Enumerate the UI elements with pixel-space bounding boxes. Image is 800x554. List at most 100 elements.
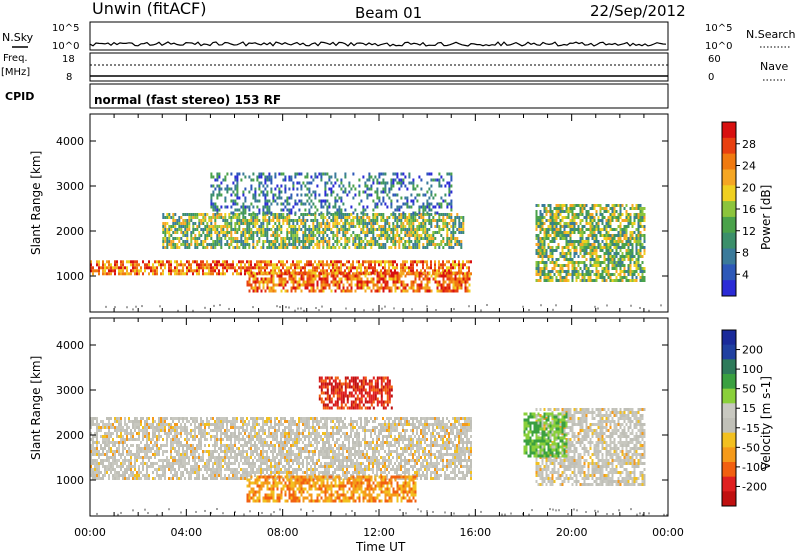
echo-cell [585,228,588,231]
echo-cell [162,240,165,243]
echo-cell [96,447,98,450]
echo-cell [312,190,315,194]
echo-cell [539,276,542,279]
echo-cell [308,202,311,206]
echo-cell [194,228,197,231]
echo-cell [150,462,152,465]
echo-cell [396,274,399,278]
echo-cell [210,222,213,225]
echo-cell [380,231,383,234]
echo-cell [641,267,644,270]
echo-cell [112,450,114,453]
echo-cell [404,184,407,188]
echo-cell [166,243,169,246]
echo-cell [328,286,331,290]
echo-cell [352,243,355,246]
echo-cell [210,199,213,203]
echo-cell [541,261,544,264]
echo-cell [432,196,435,200]
echo-cell [278,269,280,273]
echo-cell [603,216,606,219]
echo-cell [152,462,154,465]
colorbar-tick-label: 4 [742,268,749,281]
echo-cell [140,269,142,273]
echo-cell [296,246,299,249]
echo-cell [184,444,186,447]
echo-cell [154,260,156,264]
echo-cell [442,289,445,293]
echo-cell [100,471,102,474]
echo-cell [559,228,562,231]
echo-cell [310,260,312,264]
echo-cell [288,274,291,278]
echo-cell [272,277,275,281]
echo-cell [102,423,104,426]
echo-cell [549,246,552,249]
echo-cell [342,246,345,249]
echo-cell [551,225,554,228]
echo-cell [603,261,606,264]
echo-cell [336,178,339,182]
echo-cell [298,228,301,231]
echo-cell [280,208,283,212]
echo-cell [316,237,319,240]
echo-cell [352,222,355,225]
echo-cell [382,196,385,200]
echo-cell [154,462,156,465]
echo-cell [286,231,289,234]
echo-cell [573,228,576,231]
echo-cell [400,280,403,284]
echo-cell [601,261,604,264]
echo-cell [567,246,570,249]
echo-cell [370,266,372,270]
echo-cell [186,426,188,429]
echo-cell [258,199,261,203]
echo-cell [338,246,341,249]
echo-cell [248,222,251,225]
echo-cell [537,243,540,246]
echo-cell [244,187,247,191]
echo-cell [102,260,104,264]
echo-cell [118,426,120,429]
echo-cell [200,228,203,231]
echo-cell [370,237,373,240]
echo-cell [376,269,378,273]
echo-cell [162,471,164,474]
echo-cell [428,243,431,246]
echo-cell [242,202,245,206]
echo-cell [438,289,441,293]
echo-cell [108,429,110,432]
echo-cell [358,234,361,237]
echo-cell [158,420,160,423]
echo-cell [627,273,630,276]
echo-cell [132,438,134,441]
echo-cell [236,184,239,188]
echo-cell [286,271,289,275]
echo-cell [354,216,357,219]
echo-cell [571,246,574,249]
echo-cell [186,222,189,225]
echo-cell [170,447,172,450]
echo-cell [366,243,369,246]
echo-cell [374,260,376,264]
echo-cell [342,184,345,188]
echo-cell [336,280,339,284]
echo-cell [394,193,397,197]
echo-cell [376,260,378,264]
echo-cell [567,279,570,282]
echo-cell [372,225,375,228]
echo-cell [164,465,166,468]
echo-cell [98,429,100,432]
echo-cell [424,286,427,290]
echo-cell [96,260,98,264]
echo-cell [348,225,351,228]
echo-cell [583,267,586,270]
echo-cell [182,417,184,420]
echo-cell [426,277,429,281]
echo-cell [593,225,596,228]
echo-cell [236,272,238,276]
echo-cell [274,283,277,287]
nave-tick-top: 60 [708,54,721,65]
echo-cell [422,208,425,212]
echo-cell [446,231,449,234]
